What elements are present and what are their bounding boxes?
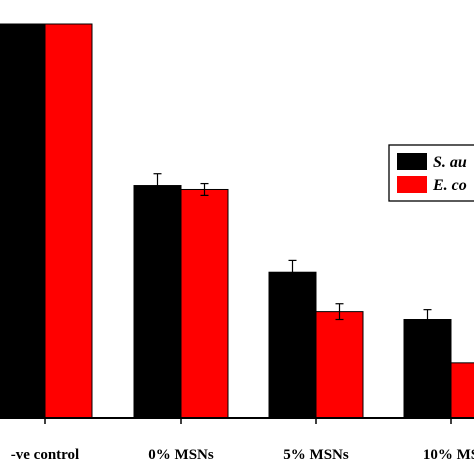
x-tick-label-ve-control: -ve control: [11, 447, 79, 463]
bar-s-aureus-ve-control: [0, 23, 46, 419]
x-tick-label-0-msns: 0% MSNs: [148, 447, 214, 463]
bar-s-aureus-10-msns: [403, 319, 452, 419]
error-bars-layer: [153, 173, 432, 330]
error-bar-e-coli-0-msns: [200, 182, 209, 196]
error-bar-s-aureus-10-msns: [423, 309, 432, 330]
bar-s-aureus-5-msns: [268, 271, 317, 419]
bar-e-coli-10-msns: [450, 362, 474, 419]
x-tick-labels: -ve control 0% MSNs 5% MSNs 10% MS: [11, 418, 474, 463]
error-bar-e-coli-5-msns: [335, 303, 344, 321]
bar-e-coli-ve-control: [44, 23, 93, 419]
bar-e-coli-5-msns: [315, 311, 364, 419]
legend: S. au E. co: [388, 144, 474, 202]
bars-layer: [0, 23, 474, 419]
error-bar-s-aureus-5-msns: [288, 259, 297, 285]
x-tick-label-10-msns: 10% MS: [423, 447, 474, 463]
bar-s-aureus-0-msns: [133, 185, 182, 419]
legend-label-e-coli: E. co: [432, 177, 467, 194]
legend-label-s-aureus: S. au: [433, 154, 467, 171]
legend-swatch-e-coli: [397, 176, 427, 193]
x-tick-label-5-msns: 5% MSNs: [283, 447, 349, 463]
legend-swatch-s-aureus: [397, 153, 427, 170]
bar-e-coli-0-msns: [180, 188, 229, 419]
error-bar-s-aureus-0-msns: [153, 173, 162, 198]
